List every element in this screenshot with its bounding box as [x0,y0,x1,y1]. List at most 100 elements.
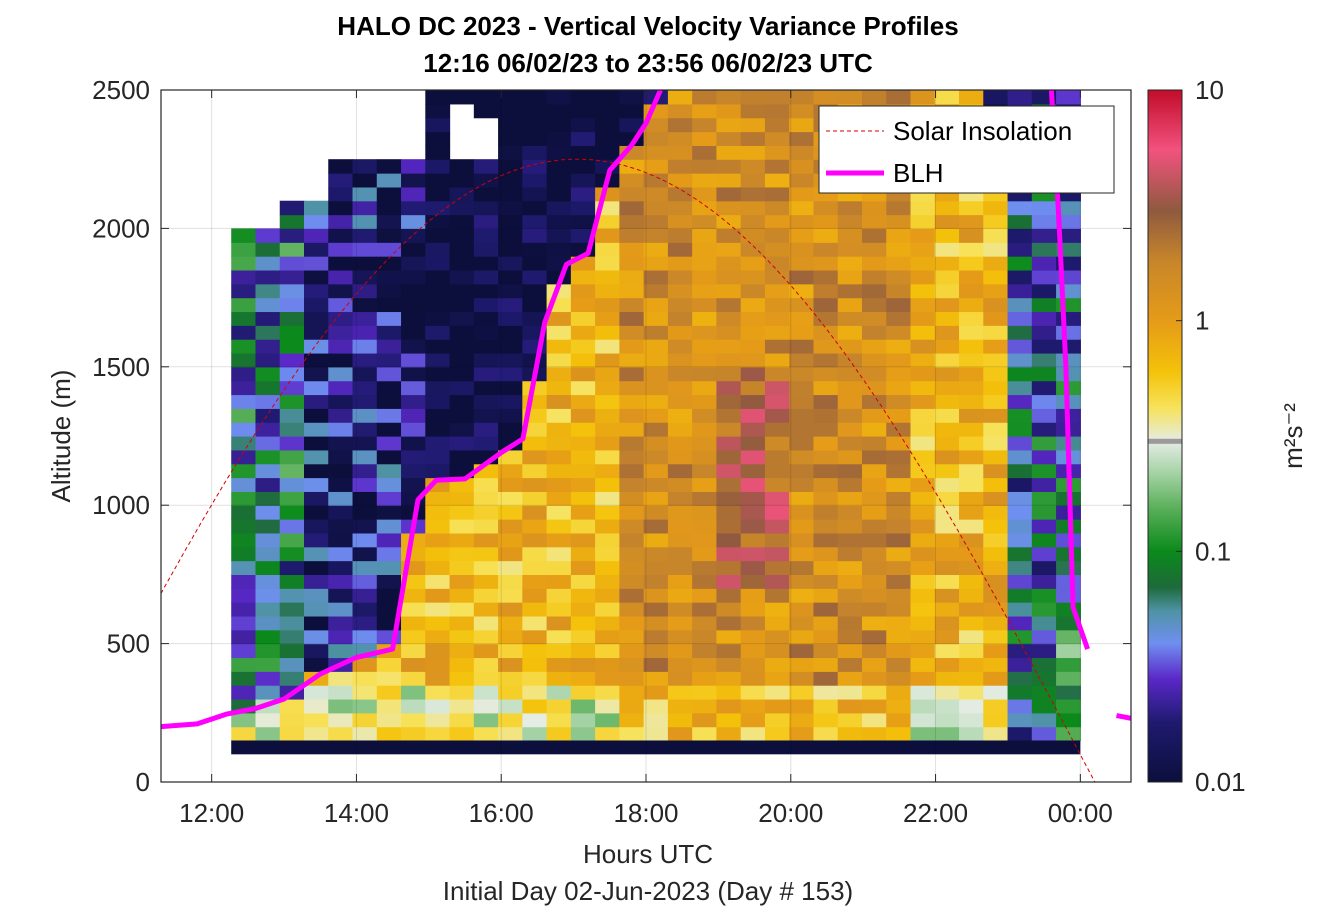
heatmap-cell [789,436,815,451]
heatmap-cell [328,339,354,354]
heatmap-cell [425,491,451,506]
heatmap-cell [1031,629,1057,645]
heatmap-cell [595,131,620,146]
heatmap-cell [570,726,596,742]
heatmap-cell [425,283,451,299]
heatmap-cell [1007,449,1033,465]
heatmap-cell [789,214,815,229]
heatmap-cell [667,200,693,216]
heatmap-cell [328,269,354,285]
heatmap-cell [643,145,669,160]
heatmap-cell [231,449,257,465]
heatmap-cell [716,242,742,257]
heatmap-cell [352,408,378,423]
heatmap-cell [1056,311,1081,326]
heatmap-cell [861,505,887,520]
heatmap-cell [886,629,912,645]
x-tick-label: 12:00 [179,798,244,828]
heatmap-cell [983,519,1009,534]
heatmap-cell [498,256,523,271]
heatmap-cell [231,505,257,520]
heatmap-cell [910,228,936,243]
heatmap-cell [279,269,305,285]
heatmap-cell [255,615,281,631]
heatmap-cell [595,117,620,133]
heatmap-cell [255,726,281,742]
heatmap-cell [643,339,669,354]
heatmap-cell [837,90,863,105]
heatmap-cell [595,297,620,313]
heatmap-cell [983,712,1009,728]
heatmap-cell [740,588,766,603]
heatmap-cell [619,588,645,603]
heatmap-cell [789,532,815,548]
heatmap-cell [764,117,790,133]
heatmap-cell [740,145,766,160]
heatmap-cell [352,242,378,257]
heatmap-cell [570,311,596,326]
heatmap-cell [449,615,475,631]
heatmap-cell [279,283,305,299]
heatmap-cell [643,311,669,326]
heatmap-cell [255,422,281,437]
heatmap-cell [401,588,426,603]
heatmap-cell [304,505,329,520]
heatmap-cell [376,325,402,340]
heatmap-cell [595,283,620,299]
heatmap-cell [1056,685,1081,700]
heatmap-cell [473,339,499,354]
heatmap-cell [837,311,863,326]
heatmap-cell [716,643,742,659]
heatmap-cell [595,352,620,368]
heatmap-cell [813,408,839,423]
heatmap-cell [789,366,815,382]
heatmap-cell [279,408,305,423]
heatmap-cell [304,546,329,562]
heatmap-cell [886,519,912,534]
heatmap-cell [328,698,354,714]
heatmap-cell [692,159,718,174]
heatmap-cell [352,588,378,603]
heatmap-cell [522,422,548,437]
heatmap-cell [1007,685,1033,700]
heatmap-cell [401,339,426,354]
heatmap-cell [1031,560,1057,575]
heatmap-cell [667,408,693,423]
y-tick-label: 1500 [92,352,150,382]
heatmap-cell [667,214,693,229]
heatmap-cell [231,311,257,326]
heatmap-cell [643,602,669,617]
heatmap-cell [692,546,718,562]
heatmap-cell [473,685,499,700]
heatmap-cell [764,339,790,354]
heatmap-cell [789,449,815,465]
heatmap-cell [910,242,936,257]
heatmap-cell [643,394,669,409]
heatmap-cell [425,366,451,382]
y-tick-label: 2500 [92,75,150,105]
heatmap-cell [498,477,523,492]
heatmap-cell [813,352,839,368]
heatmap-cell [449,560,475,575]
heatmap-cell [813,311,839,326]
heatmap-cell [910,408,936,423]
heatmap-cell [667,256,693,271]
heatmap-cell [376,283,402,299]
heatmap-cell [740,117,766,133]
heatmap-cell [376,698,402,714]
heatmap-cell [764,90,790,105]
heatmap-cell [522,685,548,700]
heatmap-cell [595,657,620,672]
heatmap-cell [619,366,645,382]
heatmap-cell [740,505,766,520]
heatmap-cell [740,394,766,409]
heatmap-cell [789,325,815,340]
heatmap-cell [304,422,329,437]
heatmap-cell [449,311,475,326]
heatmap-cell [959,532,984,548]
heatmap-cell [959,505,984,520]
heatmap-cell [498,643,523,659]
heatmap-cell [425,505,451,520]
heatmap-cell [546,242,572,257]
heatmap-cell [789,671,815,686]
